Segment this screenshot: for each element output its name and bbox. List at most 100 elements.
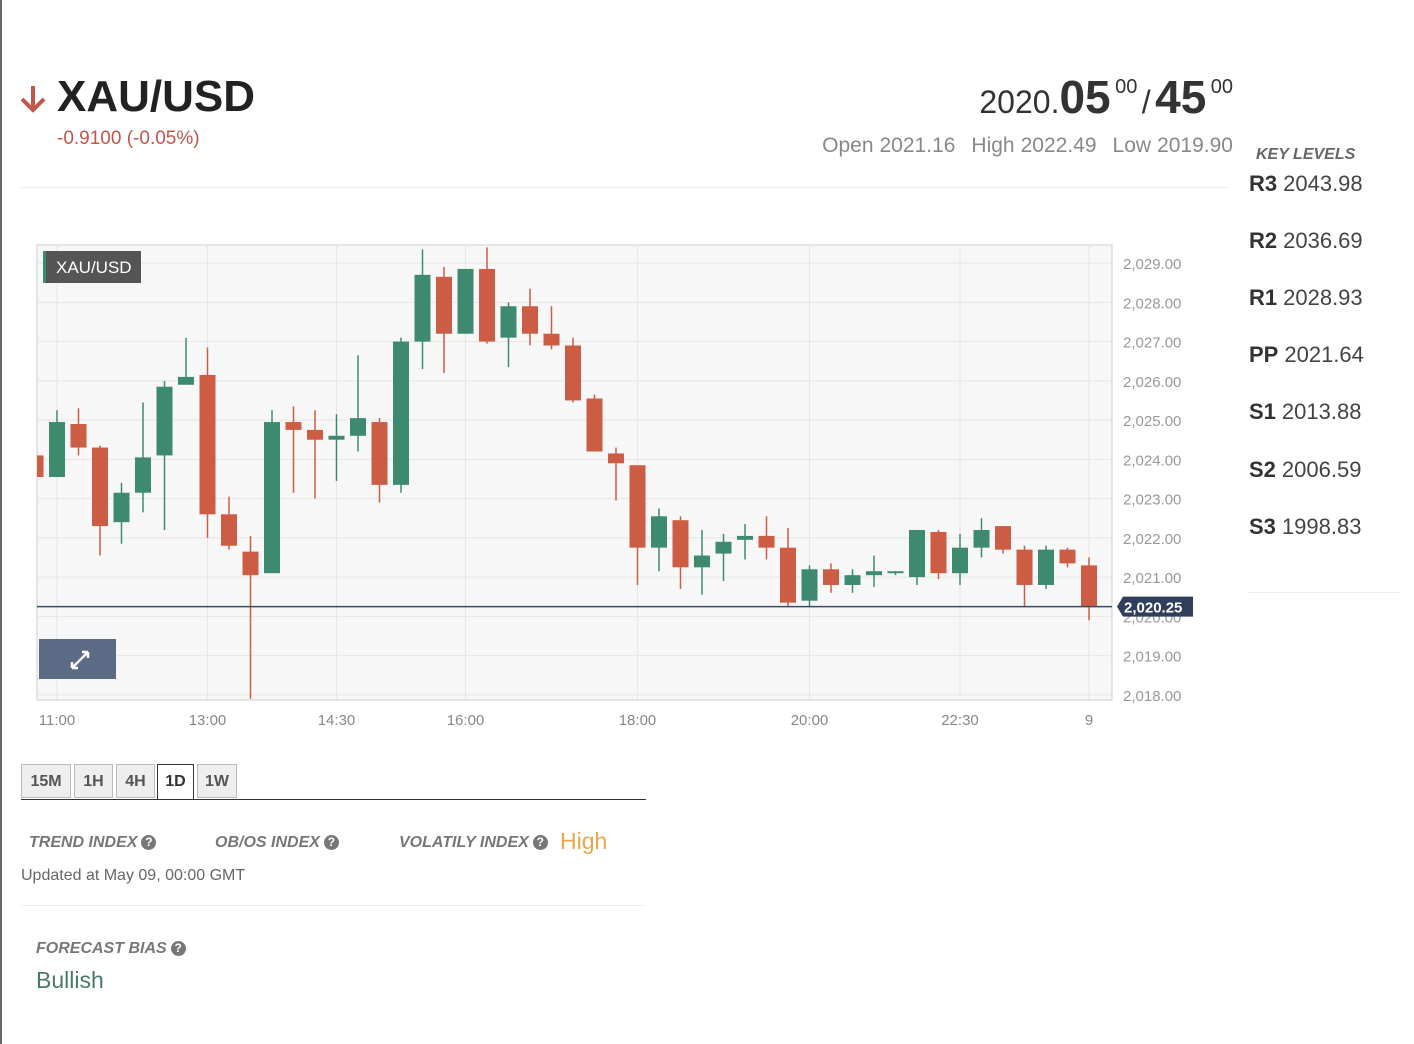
level-value: 2013.88: [1281, 399, 1362, 425]
x-tick-label: 18:00: [619, 712, 657, 729]
x-tick-label: 14:30: [318, 712, 356, 729]
ohl-label: High: [971, 134, 1015, 157]
candle-body: [651, 516, 667, 548]
candle-body: [672, 520, 689, 568]
ohl-value: 2019.90: [1157, 134, 1233, 157]
expand-button[interactable]: [39, 639, 116, 679]
help-icon[interactable]: ?: [141, 835, 157, 850]
level-name: R3: [1249, 171, 1278, 196]
level-value: 2028.93: [1283, 285, 1363, 311]
candle-body: [393, 341, 409, 485]
x-tick-label: 16:00: [447, 712, 485, 729]
y-tick-label: 2,028.00: [1123, 295, 1181, 312]
candle-body: [1059, 549, 1076, 564]
y-tick-label: 2,025.00: [1123, 413, 1181, 430]
candle-body: [780, 547, 796, 603]
candle-body: [264, 422, 280, 574]
x-tick-label: 22:30: [941, 712, 979, 729]
y-tick-label: 2,019.00: [1123, 649, 1181, 666]
candle-body: [715, 541, 732, 554]
obos-index: OB/OS INDEX?: [215, 834, 339, 852]
candle-body: [242, 551, 259, 576]
level-name: R1: [1249, 285, 1278, 311]
left-border: [0, 0, 2, 1044]
tab[interactable]: 4H: [116, 764, 155, 798]
candle-body: [113, 492, 130, 523]
tabs-line: [21, 799, 646, 800]
obos-label: OB/OS INDEX: [215, 834, 320, 851]
candle-body: [952, 547, 968, 574]
y-tick-label: 2,018.00: [1123, 688, 1181, 705]
tab[interactable]: 1H: [74, 764, 113, 798]
candle-body: [543, 333, 560, 346]
level-value: 2021.64: [1284, 342, 1364, 368]
key-level: S3 1998.83: [1249, 514, 1361, 540]
candle-body: [457, 268, 474, 334]
level-name: S2: [1249, 456, 1276, 482]
y-tick-label: 2,021.00: [1123, 570, 1181, 587]
y-tick-label: 2,027.00: [1123, 335, 1181, 352]
candle-body: [178, 376, 194, 385]
level-value: 2006.59: [1281, 456, 1362, 482]
candle-body: [436, 276, 452, 334]
candle-body: [135, 457, 151, 493]
price-big: 2020.: [979, 84, 1060, 120]
x-tick-label: 11:00: [39, 712, 75, 729]
x-tick-label: 20:00: [791, 712, 829, 729]
key-level: R1 2028.93: [1249, 285, 1363, 311]
candle-body: [37, 455, 44, 478]
candle-body: [1016, 549, 1033, 585]
help-icon[interactable]: ?: [532, 835, 548, 850]
candle-body: [522, 306, 538, 334]
help-icon[interactable]: ?: [170, 941, 186, 956]
candle-body: [930, 531, 947, 574]
key-level: S1 2013.88: [1249, 399, 1361, 425]
x-tick-label: 9: [1085, 712, 1093, 729]
candle-body: [156, 386, 173, 456]
ask: 45: [1155, 71, 1207, 123]
candle-body: [565, 345, 581, 401]
y-tick-label: 2,029.00: [1123, 256, 1181, 273]
candle-body: [1081, 565, 1097, 607]
symbol: XAU/USD: [57, 72, 256, 121]
down-arrow: [20, 86, 46, 113]
candle-body: [844, 575, 861, 585]
last-price-label: 2,020.25: [1124, 600, 1182, 617]
volatility-label: VOLATILY INDEX: [399, 834, 529, 851]
tab[interactable]: 1W: [197, 764, 237, 798]
y-tick-label: 2,026.00: [1123, 374, 1181, 391]
volatility-value: High: [560, 828, 608, 854]
ohl-value: 2022.49: [1020, 134, 1097, 157]
tab[interactable]: 15M: [21, 764, 71, 798]
candle-body: [909, 530, 925, 578]
separator-line: [21, 905, 646, 906]
candle-body: [307, 429, 323, 440]
price: 2020.05 00 / 45 00: [979, 70, 1233, 124]
candle-body: [995, 526, 1011, 550]
forecast-value: Bullish: [36, 967, 104, 993]
level-name: R2: [1249, 228, 1278, 254]
candle-body: [866, 571, 882, 576]
y-tick-label: 2,024.00: [1123, 452, 1181, 469]
key-level: S2 2006.59: [1249, 457, 1361, 483]
candle-body: [629, 465, 646, 548]
key-level: R2 2036.69: [1249, 228, 1363, 254]
help-icon[interactable]: ?: [323, 835, 339, 850]
candle-body: [500, 306, 517, 338]
tab[interactable]: 1D: [157, 764, 194, 800]
y-tick-label: 2,022.00: [1123, 531, 1181, 548]
trend-index: TREND INDEX?: [29, 834, 157, 852]
badge-accent: [43, 251, 46, 283]
candle-body: [1038, 549, 1054, 585]
candle-body: [199, 374, 216, 515]
separator: /: [1141, 84, 1151, 120]
level-name: S1: [1249, 399, 1276, 425]
candle-body: [823, 569, 839, 585]
candle-body: [973, 530, 990, 548]
ohl-value: 2021.16: [879, 134, 956, 157]
level-name: S3: [1249, 513, 1276, 539]
level-value: 1998.83: [1281, 513, 1362, 539]
level-name: PP: [1249, 342, 1279, 368]
candle-body: [737, 535, 753, 540]
